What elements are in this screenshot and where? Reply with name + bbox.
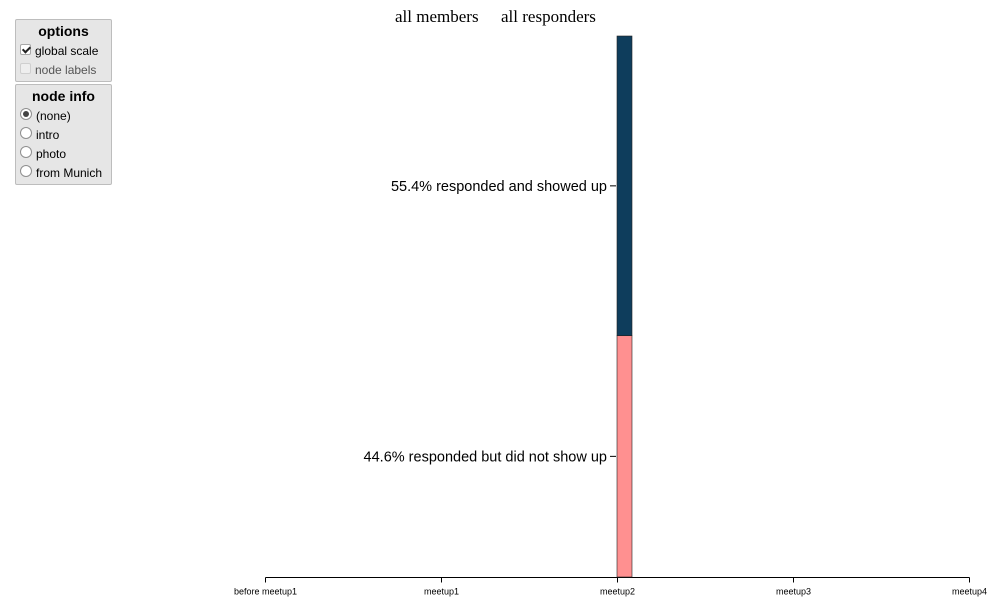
node-info-label-photo: photo	[36, 146, 67, 161]
node-labels-option[interactable]: node labels	[16, 60, 111, 79]
node-info-radio-photo[interactable]	[20, 146, 32, 158]
global-scale-label: global scale	[35, 43, 99, 58]
global-scale-option[interactable]: global scale	[16, 41, 111, 60]
segment-label: 44.6% responded but did not show up	[364, 449, 607, 465]
node-info-panel: node info (none) intro photo from Munich	[15, 84, 112, 185]
x-tick-label: before meetup1	[234, 587, 297, 597]
options-panel: options global scale node labels	[15, 19, 112, 82]
x-tick-label: meetup1	[424, 587, 459, 597]
node-info-option-photo[interactable]: photo	[16, 144, 111, 163]
node-labels-checkbox[interactable]	[20, 63, 31, 74]
node-info-title: node info	[32, 88, 95, 104]
node-info-option-from-munich[interactable]: from Munich	[16, 163, 111, 182]
x-tick-label: meetup4	[952, 587, 987, 597]
bar-segment[interactable]	[616, 35, 633, 337]
bar-segment[interactable]	[616, 335, 633, 578]
node-labels-label: node labels	[35, 62, 97, 77]
all-members-tab[interactable]: all members	[395, 7, 479, 26]
node-info-option-intro[interactable]: intro	[16, 125, 111, 144]
node-info-option-none[interactable]: (none)	[16, 106, 111, 125]
segment-label: 55.4% responded and showed up	[391, 179, 607, 195]
node-info-radio-intro[interactable]	[20, 127, 32, 139]
node-info-label-none: (none)	[36, 108, 71, 123]
node-info-radio-none[interactable]	[20, 108, 32, 120]
node-info-label-from-munich: from Munich	[36, 165, 103, 180]
node-info-radio-from-munich[interactable]	[20, 165, 32, 177]
all-responders-tab[interactable]: all responders	[501, 7, 596, 26]
x-tick-label: meetup3	[776, 587, 811, 597]
x-tick-label: meetup2	[600, 587, 635, 597]
options-title: options	[38, 23, 89, 39]
global-scale-checkbox[interactable]	[20, 44, 31, 55]
node-info-label-intro: intro	[36, 127, 60, 142]
